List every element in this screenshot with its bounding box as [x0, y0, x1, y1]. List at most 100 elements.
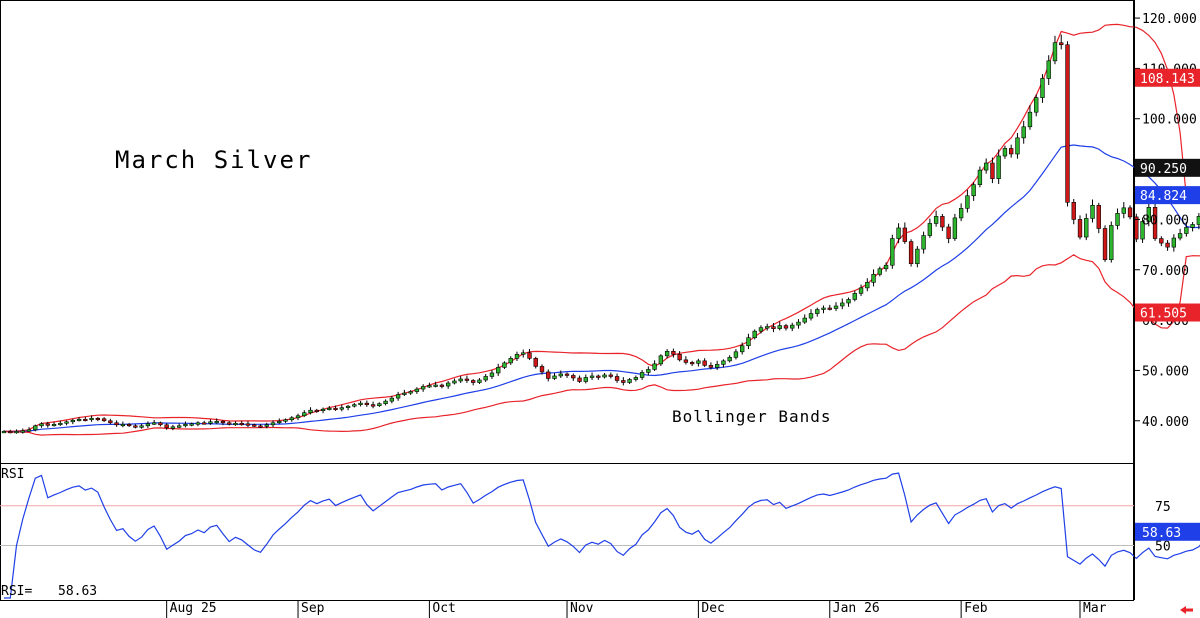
candle-up [51, 423, 57, 427]
candle-up [1034, 97, 1039, 113]
middle-band-line [3, 144, 1200, 433]
price-tag [1135, 68, 1200, 87]
candle-up [1015, 137, 1020, 155]
date-label: Aug 25 [170, 601, 217, 616]
candle-up [952, 217, 958, 239]
candle-up [20, 430, 25, 433]
candle-up [921, 235, 926, 250]
candle-up [39, 423, 44, 427]
candle-down [314, 409, 319, 412]
date-label: Jan 26 [833, 601, 880, 616]
candle-down [702, 360, 707, 366]
candle-up [602, 374, 607, 378]
candle-up [733, 351, 739, 358]
candle-down [258, 425, 263, 428]
candle-up [352, 404, 357, 407]
rsi-grid: 75 50 [0, 500, 1171, 555]
candle-up [915, 248, 920, 265]
candle-down [471, 380, 476, 383]
candle-down [95, 417, 101, 421]
candle-up [696, 360, 701, 364]
candle-up [552, 375, 557, 379]
candle-up [26, 429, 32, 432]
candle-up [327, 407, 332, 410]
candle-up [120, 423, 126, 427]
price-tag [1135, 158, 1200, 177]
candle-down [164, 424, 169, 429]
candle-up [933, 216, 939, 224]
candle-up [1046, 60, 1051, 79]
lower-band-line [3, 254, 1200, 436]
rsi-value: 58.63 [58, 584, 97, 599]
candle-up [1090, 205, 1095, 219]
candle-down [252, 424, 257, 427]
candle-up [183, 423, 188, 427]
candle-down [771, 326, 776, 329]
candle-down [708, 365, 714, 368]
candle-down [133, 425, 138, 428]
candle-down [1165, 242, 1170, 248]
candle-up [377, 403, 382, 406]
candle-up [1109, 225, 1114, 260]
left-arrow-icon[interactable] [1180, 606, 1193, 614]
price-tag-label: 90.250 [1140, 162, 1187, 177]
candle-up [33, 425, 38, 431]
candle-up [808, 313, 814, 319]
candle-down [1071, 202, 1076, 220]
candle-down [539, 366, 545, 373]
candle-up [883, 264, 889, 270]
candle-down [8, 431, 13, 434]
price-tick-label: 40.000 [1142, 415, 1189, 430]
candle-up [420, 386, 426, 390]
candle-down [83, 418, 88, 422]
rsi-current-tag [1135, 522, 1200, 541]
date-label: Oct [432, 601, 455, 616]
candle-up [408, 391, 413, 394]
candle-up [840, 302, 845, 307]
candle-up [1052, 42, 1058, 62]
price-tag [1135, 303, 1200, 322]
candle-up [927, 223, 933, 236]
candle-down [1152, 207, 1158, 239]
price-tag-label: 84.824 [1140, 189, 1187, 204]
candle-up [170, 426, 176, 429]
candle-down [671, 350, 676, 355]
candle-up [871, 273, 876, 283]
candle-up [452, 380, 457, 384]
candle-down [45, 423, 50, 426]
rsi-current-tag-label: 58.63 [1142, 526, 1181, 541]
candle-up [865, 282, 870, 289]
rsi-line-group: 58.63 [4, 472, 1200, 599]
candle-up [1190, 224, 1195, 228]
bollinger-annotation: Bollinger Bands [672, 407, 832, 426]
candle-down [1102, 228, 1108, 260]
candle-up [139, 425, 144, 428]
candle-down [464, 378, 470, 381]
candle-down [370, 404, 376, 407]
price-tick-label: 80.000 [1142, 213, 1189, 228]
candle-up [646, 369, 651, 373]
candle-up [1021, 126, 1026, 139]
candle-down [126, 423, 132, 427]
candle-up [746, 337, 751, 347]
candle-down [202, 422, 207, 425]
date-label: Feb [964, 601, 988, 616]
candle-down [783, 325, 789, 329]
candle-up [983, 162, 989, 171]
candle-up [64, 421, 69, 424]
price-tick-label: 50.000 [1142, 364, 1189, 379]
date-label: Sep [301, 601, 325, 616]
candle-down [227, 422, 232, 425]
candle-up [233, 422, 238, 426]
candle-down [546, 371, 551, 379]
candle-down [1009, 148, 1014, 155]
candle-up [977, 169, 983, 185]
candle-up [714, 364, 720, 368]
candle-up [1040, 78, 1045, 98]
candle-up [777, 325, 782, 329]
candle-up [1002, 148, 1008, 157]
candle-up [815, 309, 820, 314]
candle-up [796, 321, 801, 326]
candle-up [58, 422, 63, 426]
candle-up [502, 362, 507, 368]
